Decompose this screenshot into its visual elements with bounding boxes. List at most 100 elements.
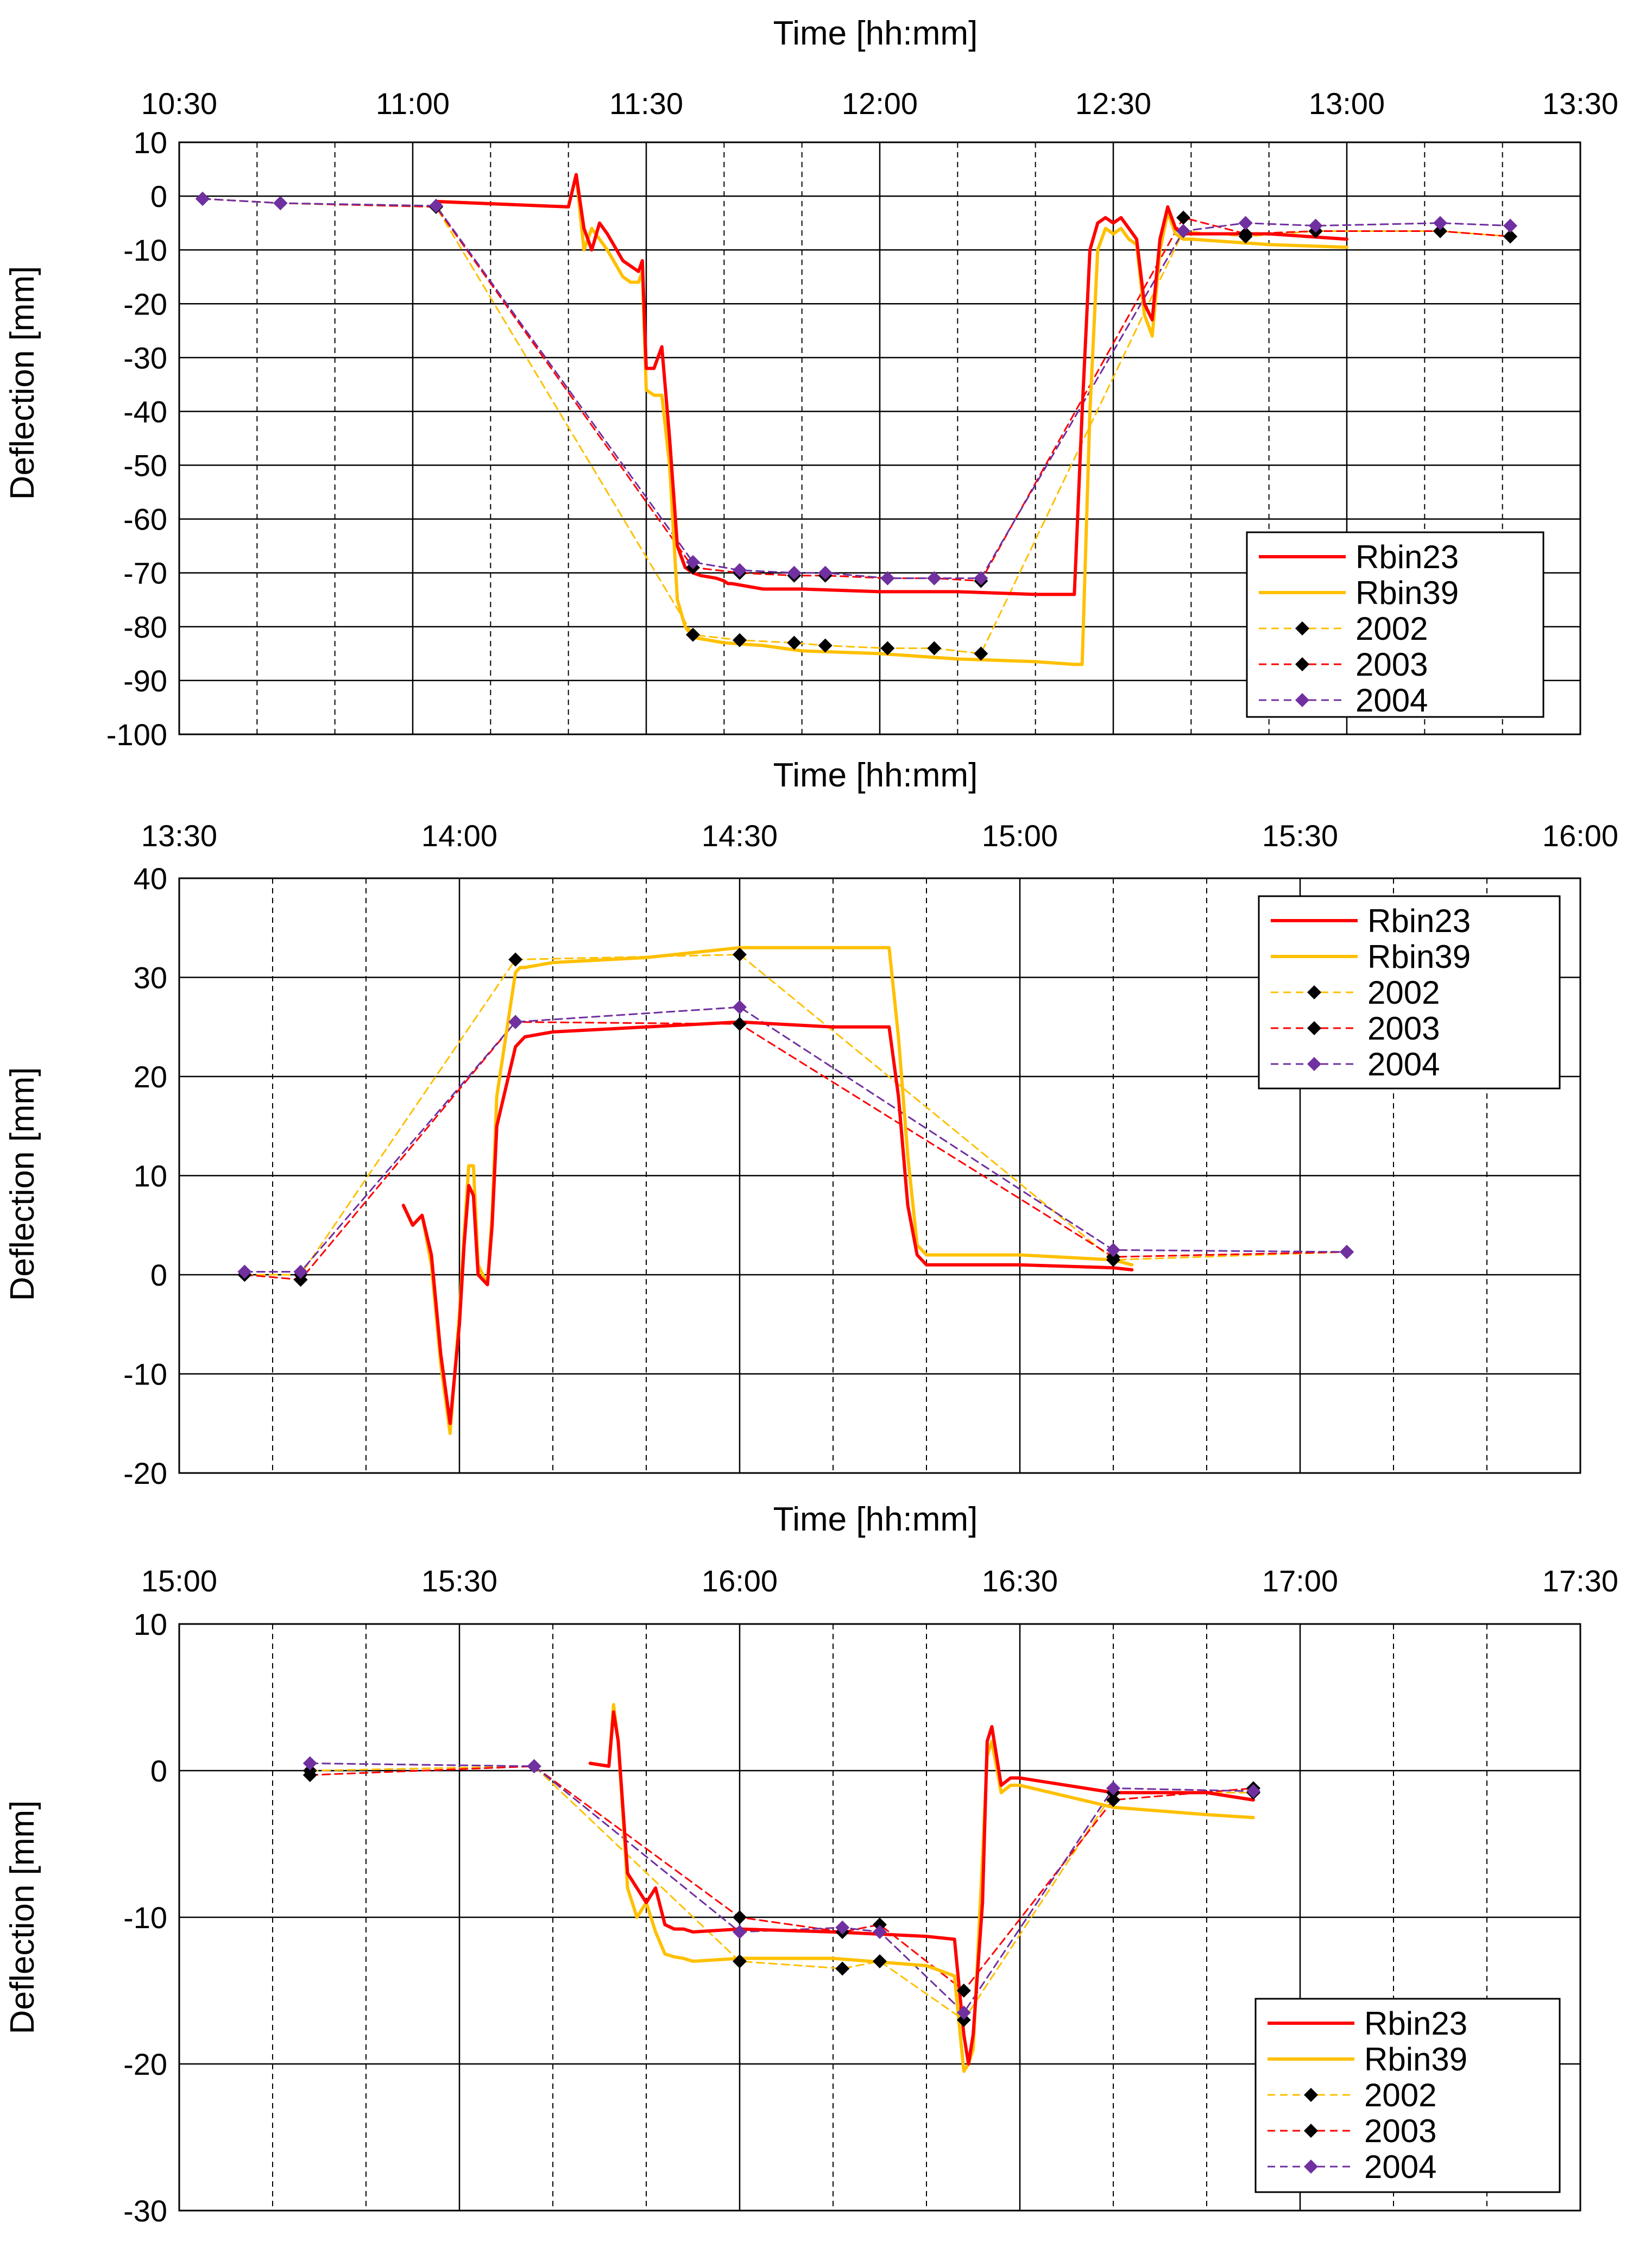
- legend-label: Rbin39: [1367, 939, 1471, 975]
- data-point-2004: [873, 1925, 887, 1939]
- x-tick-label: 15:00: [982, 819, 1058, 853]
- legend-label: Rbin23: [1364, 2005, 1467, 2042]
- x-tick-label: 15:30: [421, 1564, 497, 1598]
- data-point-2002: [508, 952, 523, 967]
- data-point-2003: [293, 1273, 308, 1287]
- legend-label: 2002: [1364, 2077, 1436, 2113]
- y-tick-label: 10: [134, 125, 167, 160]
- chart-1-series: [196, 173, 1517, 666]
- legend-label: 2003: [1355, 646, 1428, 683]
- chart-3: Time [hh:mm] Deflection [mm] 15:00 15:30 1…: [4, 1501, 1618, 2228]
- chart-1-x-tick-labels: 10:30 11:00 11:30 12:00 12:30 13:00 13:30: [141, 86, 1618, 121]
- data-point-2004: [956, 2005, 971, 2020]
- x-tick-label: 12:00: [842, 86, 918, 121]
- data-point-2002: [818, 638, 833, 653]
- x-tick-label: 12:30: [1075, 86, 1151, 121]
- data-point-2004: [508, 1015, 523, 1029]
- data-point-2004: [273, 196, 288, 210]
- data-point-2004: [974, 571, 988, 586]
- chart-3-y-tick-labels: 10 0 -10 -20 -30: [123, 1607, 167, 2228]
- data-point-2002: [733, 1954, 747, 1968]
- chart-1-y-axis-title: Deflection [mm]: [4, 266, 41, 500]
- data-point-2002: [880, 641, 895, 656]
- x-tick-label: 11:30: [609, 86, 683, 121]
- y-tick-label: -80: [123, 610, 167, 644]
- legend-label: Rbin23: [1367, 903, 1471, 939]
- y-tick-label: -20: [123, 2047, 167, 2081]
- data-point-2002: [974, 646, 988, 661]
- data-point-2002: [733, 633, 747, 647]
- data-point-2003: [1433, 224, 1447, 238]
- data-point-2004: [1308, 218, 1323, 233]
- x-tick-label: 13:30: [141, 819, 217, 853]
- data-point-2003: [1238, 226, 1253, 241]
- data-point-2003: [1106, 1793, 1120, 1807]
- data-point-2004: [1340, 1245, 1354, 1260]
- legend-label: 2004: [1367, 1046, 1440, 1082]
- x-tick-label: 14:00: [421, 819, 497, 853]
- data-point-2004: [733, 1000, 747, 1015]
- data-point-2004: [302, 1756, 317, 1771]
- x-tick-label: 17:00: [1262, 1564, 1338, 1598]
- y-tick-label: -10: [123, 1900, 167, 1935]
- data-point-2004: [818, 565, 833, 580]
- x-tick-label: 16:30: [982, 1564, 1058, 1598]
- y-tick-label: -30: [123, 341, 167, 375]
- legend-marker-2003: [1295, 657, 1309, 671]
- data-point-2003: [302, 1768, 317, 1783]
- x-tick-label: 10:30: [141, 86, 217, 121]
- chart-1: Time [hh:mm] Deflection [mm] 10:30 11:00 1…: [4, 15, 1618, 752]
- series-line-2002: [243, 954, 1348, 1276]
- y-tick-label: -20: [123, 1456, 167, 1490]
- series-line-2004: [309, 1762, 1254, 2013]
- data-point-2004: [237, 1264, 252, 1279]
- series-line-rbin23: [434, 173, 1348, 596]
- series-line-2004: [201, 198, 1511, 580]
- chart-2-y-axis-title: Deflection [mm]: [4, 1067, 41, 1301]
- x-tick-label: 13:00: [1309, 86, 1385, 121]
- series-line-2003: [201, 198, 1511, 582]
- data-point-2004: [1238, 216, 1253, 230]
- data-point-2004: [527, 1759, 541, 1773]
- data-point-2002: [787, 635, 802, 650]
- y-tick-label: -10: [123, 1357, 167, 1392]
- data-point-2002: [686, 627, 700, 642]
- y-tick-label: 10: [134, 1607, 167, 1641]
- y-tick-label: 0: [150, 1754, 167, 1788]
- x-tick-label: 15:30: [1262, 819, 1338, 853]
- data-point-2004: [293, 1264, 308, 1279]
- y-tick-label: -100: [106, 717, 167, 752]
- data-point-2004: [1433, 216, 1447, 230]
- data-point-2004: [196, 192, 210, 206]
- chart-2-y-tick-labels: 40 30 20 10 0 -10 -20: [123, 861, 167, 1490]
- data-point-2004: [1106, 1781, 1120, 1796]
- chart-3-x-tick-labels: 15:00 15:30 16:00 16:30 17:00 17:30: [141, 1564, 1618, 1598]
- y-tick-label: -90: [123, 664, 167, 698]
- x-tick-label: 17:30: [1542, 1564, 1618, 1598]
- data-point-2004: [880, 571, 895, 586]
- series-line-rbin23: [588, 1710, 1255, 2066]
- series-line-2003: [243, 1021, 1348, 1281]
- chart-1-vertical-gridlines: [256, 142, 1503, 734]
- series-line-rbin39: [434, 173, 1348, 666]
- data-point-2003: [733, 1017, 747, 1031]
- data-point-2002: [956, 2013, 971, 2027]
- x-tick-label: 11:00: [376, 86, 450, 121]
- legend-marker-2002: [1307, 985, 1321, 999]
- data-point-2002: [873, 1954, 887, 1968]
- data-point-2003: [1176, 210, 1190, 225]
- chart-1-y-tick-labels: 10 0 -10 -20 -30 -40 -50 -60 -70 -80 -90 -100: [106, 125, 167, 752]
- legend-label: Rbin23: [1355, 539, 1459, 575]
- data-point-2002: [927, 641, 942, 656]
- y-tick-label: -60: [123, 502, 167, 537]
- chart-2-series: [237, 946, 1354, 1435]
- y-tick-label: -40: [123, 394, 167, 429]
- legend-marker-2003: [1304, 2124, 1318, 2138]
- chart-1-x-axis-title: Time [hh:mm]: [773, 15, 978, 52]
- data-point-2002: [733, 947, 747, 962]
- data-point-2003: [956, 1984, 971, 1998]
- legend-marker-2002: [1304, 2088, 1318, 2102]
